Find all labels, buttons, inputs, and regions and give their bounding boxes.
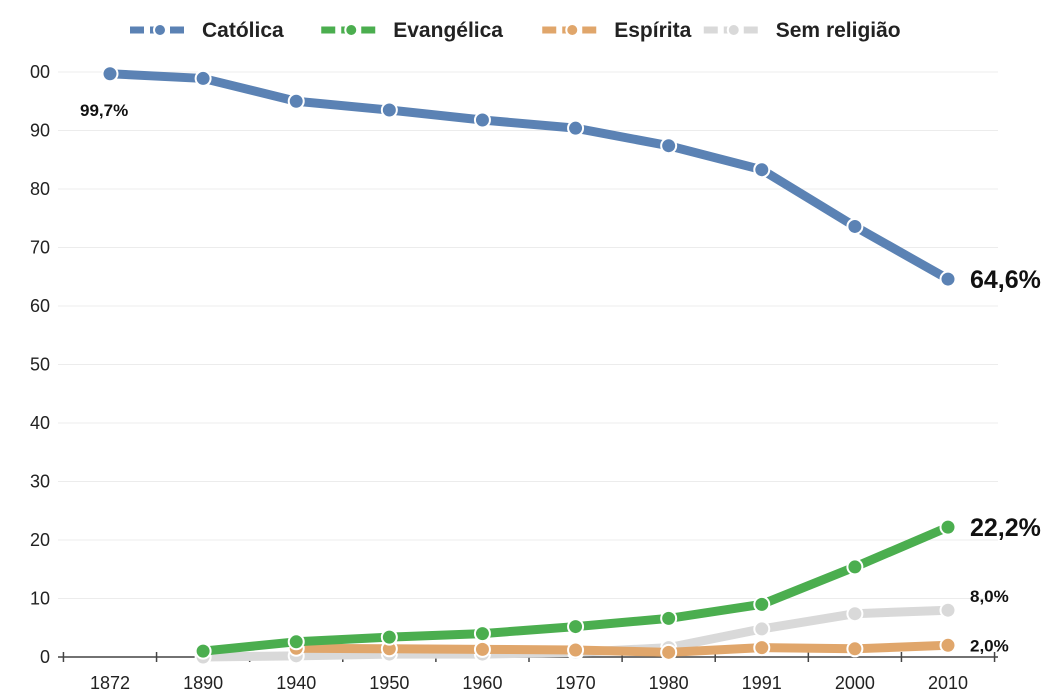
data-point-evangelica: [753, 595, 771, 613]
data-point-catolica: [753, 161, 771, 179]
x-tick-label: 1960: [462, 673, 502, 693]
data-point-espirita: [846, 640, 864, 658]
series-catolica: [101, 65, 957, 288]
x-tick-label: 2000: [835, 673, 875, 693]
data-point-evangelica: [473, 625, 491, 643]
y-tick-label: 60: [30, 296, 50, 316]
x-tick-label: 1950: [369, 673, 409, 693]
data-point-sem-religiao: [846, 605, 864, 623]
series-evangelica: [194, 518, 957, 660]
legend-swatch-marker: [153, 23, 167, 37]
data-point-evangelica: [939, 518, 957, 536]
x-tick-label: 1991: [742, 673, 782, 693]
x-tick-label: 1970: [556, 673, 596, 693]
series-lines: [101, 65, 957, 666]
data-label: 99,7%: [80, 101, 128, 120]
data-label: 2,0%: [970, 636, 1009, 655]
y-tick-label: 90: [30, 121, 50, 141]
y-tick-label: 00: [30, 62, 50, 82]
legend-swatch-marker: [344, 23, 359, 37]
data-point-espirita: [473, 640, 491, 658]
legend-item-catolica: Católica: [130, 19, 284, 42]
data-point-catolica: [567, 119, 585, 137]
data-point-espirita: [567, 641, 585, 659]
legend-item-evangelica: Evangélica: [321, 19, 503, 42]
y-tick-label: 0: [40, 647, 50, 667]
data-label: 22,2%: [970, 514, 1041, 542]
legend-label: Sem religião: [776, 19, 901, 42]
data-point-espirita: [660, 643, 678, 661]
series-line-catolica: [105, 69, 953, 284]
data-point-evangelica: [567, 618, 585, 636]
data-label: 8,0%: [970, 587, 1009, 606]
legend-item-sem-religiao: Sem religião: [703, 19, 901, 42]
y-tick-label: 70: [30, 238, 50, 258]
data-point-sem-religiao: [753, 620, 771, 638]
legend-item-espirita: Espírita: [542, 19, 692, 42]
x-tick-label: 1940: [276, 673, 316, 693]
legend-label: Católica: [202, 19, 284, 42]
data-point-evangelica: [846, 558, 864, 576]
legend: Católica Evangélica Espírita Sem religião: [130, 19, 901, 42]
data-point-catolica: [101, 65, 119, 83]
x-tick-label: 1980: [649, 673, 689, 693]
data-point-catolica: [194, 69, 212, 87]
data-point-catolica: [380, 101, 398, 119]
data-point-catolica: [287, 92, 305, 110]
data-label: 64,6%: [970, 266, 1041, 294]
legend-swatch-marker: [565, 23, 580, 37]
data-point-sem-religiao: [939, 601, 957, 619]
data-point-evangelica: [194, 642, 212, 660]
data-point-catolica: [660, 137, 678, 155]
grid-lines: [58, 71, 998, 599]
x-tick-label: 1890: [183, 673, 223, 693]
annotations: 99,7% 64,6% 22,2% 8,0% 2,0%: [80, 101, 1041, 656]
x-tick-label: 2010: [928, 673, 968, 693]
y-tick-label: 10: [30, 589, 50, 609]
data-point-evangelica: [287, 633, 305, 651]
data-point-catolica: [846, 217, 864, 235]
series-espirita: [287, 636, 957, 661]
y-tick-label: 20: [30, 530, 50, 550]
data-point-espirita: [753, 639, 771, 657]
data-point-evangelica: [380, 628, 398, 646]
data-point-catolica: [473, 111, 491, 129]
legend-label: Evangélica: [393, 19, 503, 42]
y-tick-label: 80: [30, 179, 50, 199]
legend-label: Espírita: [614, 19, 691, 42]
x-tick-label: 1872: [90, 673, 130, 693]
data-point-catolica: [939, 270, 957, 288]
data-point-espirita: [939, 636, 957, 654]
y-tick-label: 40: [30, 413, 50, 433]
data-point-evangelica: [660, 609, 678, 627]
y-tick-label: 50: [30, 355, 50, 375]
series-line-espirita: [291, 640, 953, 657]
y-tick-label: 30: [30, 472, 50, 492]
legend-swatch-marker: [726, 23, 741, 37]
